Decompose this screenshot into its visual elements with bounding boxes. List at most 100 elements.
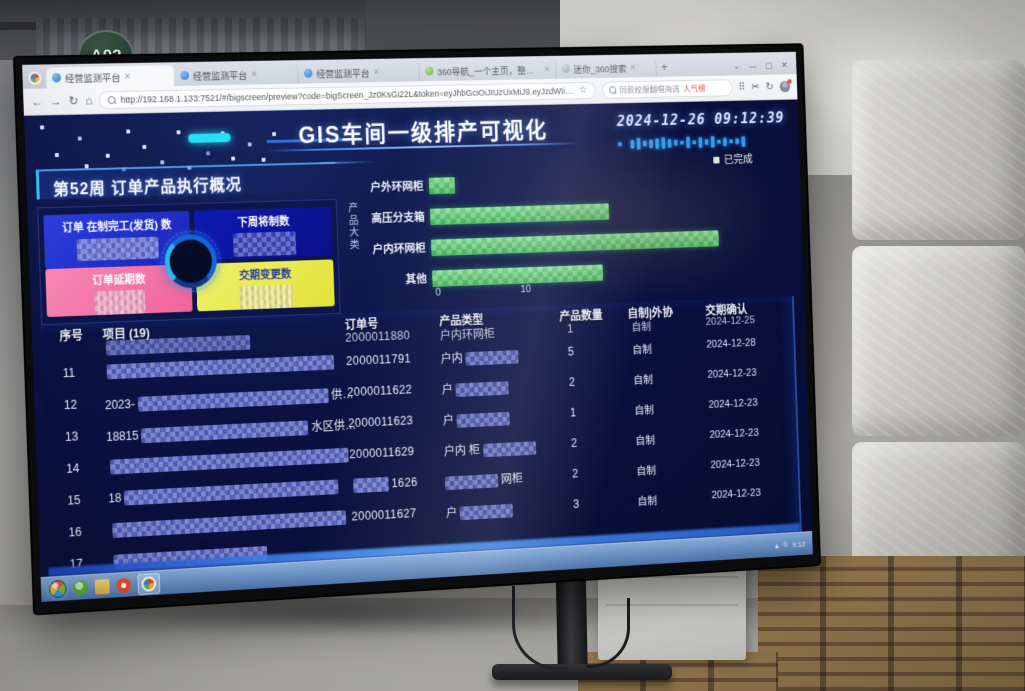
legend-label: 已完成 bbox=[724, 151, 753, 167]
make-type: 自制 bbox=[636, 460, 698, 478]
confirm-date: 2024-12-23 bbox=[710, 455, 794, 471]
tab-close-icon[interactable]: ✕ bbox=[124, 72, 131, 81]
history-redo-icon[interactable]: ↻ bbox=[765, 82, 773, 92]
product-qty: 2 bbox=[571, 434, 625, 450]
tray-up-icon[interactable]: ▴ bbox=[775, 541, 779, 550]
tv-screen: 经营监测平台 ✕ 经营监测平台 ✕ 经营监测平台 ✕ 360导航_一个主页，整个… bbox=[22, 52, 813, 602]
project-name: 2023-供… bbox=[105, 386, 344, 414]
home-icon[interactable]: ⌂ bbox=[85, 94, 93, 106]
censored-order-prefix bbox=[353, 477, 389, 493]
browser-tab-4[interactable]: 360导航_一个主页，整个世界 ✕ bbox=[419, 59, 556, 82]
minimize-button[interactable]: — bbox=[748, 61, 756, 71]
censored-type bbox=[483, 441, 536, 457]
tab-title: 迷你_360搜索 bbox=[573, 61, 626, 75]
stat-value-censored bbox=[94, 290, 145, 316]
product-bar-chart: 已完成 产品大类 户外环网柜 高压分支箱 户内环网柜 bbox=[343, 147, 794, 310]
col-header-project: 项目 (19) bbox=[102, 324, 150, 343]
browser-tab-1[interactable]: 经营监测平台 ✕ bbox=[46, 65, 175, 88]
site-search-icon bbox=[108, 96, 116, 104]
row-index: 14 bbox=[66, 460, 102, 476]
tab-title: 经营监测平台 bbox=[65, 70, 121, 85]
bar-outdoor-ring-cabinet bbox=[429, 177, 455, 194]
orders-table: 2000011880 户内环网柜 1 自制 2024-12-25 序号 项目 (… bbox=[39, 296, 801, 576]
confirm-date: 2024-12-23 bbox=[708, 396, 792, 411]
wrapped-unit bbox=[852, 60, 1025, 240]
dropdown-caret-icon[interactable]: ⌄ bbox=[733, 61, 740, 71]
dashboard: GIS车间一级排产可视化 2024-12-26 09:12:39 第52周 订单… bbox=[24, 100, 812, 578]
new-tab-button[interactable]: + bbox=[656, 61, 672, 75]
bookmark-star-icon[interactable]: ☆ bbox=[579, 86, 587, 96]
confirm-date: 2024-12-23 bbox=[711, 485, 795, 501]
chart-legend: 已完成 bbox=[713, 151, 753, 167]
product-type: 网柜 bbox=[445, 468, 559, 490]
confirm-date: 2024-12-23 bbox=[707, 366, 791, 381]
product-qty: 2 bbox=[569, 373, 623, 389]
chart-row: 户外环网柜 bbox=[356, 174, 455, 198]
col-header-order: 订单号 bbox=[345, 315, 379, 333]
make-type: 自制 bbox=[632, 340, 694, 358]
make-type: 自制 bbox=[634, 400, 696, 418]
col-header-type: 产品类型 bbox=[439, 311, 484, 329]
censored-project bbox=[138, 389, 329, 412]
order-number: 2000011627 bbox=[351, 505, 444, 524]
product-qty: 3 bbox=[573, 495, 627, 511]
tab-favicon bbox=[425, 67, 434, 76]
stat-value-censored bbox=[77, 237, 159, 261]
gauge-ring-decoration bbox=[164, 234, 218, 289]
tab-favicon bbox=[180, 71, 189, 80]
close-window-button[interactable]: ✕ bbox=[781, 60, 788, 70]
folder-icon[interactable] bbox=[95, 578, 110, 594]
browser-tab-5[interactable]: 迷你_360搜索 ✕ bbox=[556, 57, 657, 79]
tab-title: 经营监测平台 bbox=[316, 65, 370, 80]
browser-tab-2[interactable]: 经营监测平台 ✕ bbox=[174, 63, 298, 86]
forward-icon[interactable]: → bbox=[50, 95, 62, 107]
browser-tab-3[interactable]: 经营监测平台 ✕ bbox=[298, 61, 420, 84]
profile-avatar-icon[interactable] bbox=[780, 81, 791, 92]
system-tray: ▴ ⛗ 9:12 bbox=[775, 539, 806, 550]
hot-search-tag: 人气榜 bbox=[683, 83, 706, 95]
tv-stand-base bbox=[492, 664, 672, 680]
product-type: 户 bbox=[446, 498, 560, 521]
start-button-icon[interactable] bbox=[49, 580, 67, 599]
stat-label: 订单 在制完工(发货) 数 bbox=[43, 216, 189, 236]
tray-network-icon[interactable]: ⛗ bbox=[782, 540, 788, 550]
bar-hv-branch-box bbox=[430, 203, 609, 225]
project-name bbox=[109, 510, 348, 538]
refresh-icon[interactable]: ↻ bbox=[68, 95, 78, 107]
censored-project bbox=[112, 511, 346, 539]
maximize-button[interactable]: ▢ bbox=[765, 61, 773, 71]
tab-close-icon[interactable]: ✕ bbox=[630, 63, 636, 72]
category-label: 其他 bbox=[360, 271, 433, 289]
wrapped-pallet-stack bbox=[852, 60, 1025, 610]
x-tick-10: 10 bbox=[520, 283, 531, 295]
make-type: 自制 bbox=[633, 370, 695, 388]
product-qty: 5 bbox=[568, 343, 622, 359]
360-safe-browser-icon[interactable] bbox=[73, 580, 88, 596]
censored-project bbox=[110, 448, 349, 475]
360-browser-icon bbox=[141, 576, 156, 592]
url-text: http://192.168.1.133:7521/#/bigscreen/pr… bbox=[120, 86, 574, 105]
active-app-slot[interactable] bbox=[137, 572, 160, 594]
tab-close-icon[interactable]: ✕ bbox=[373, 68, 380, 77]
snapshot-scissors-icon[interactable]: ✂ bbox=[751, 82, 759, 92]
apps-grid-icon[interactable]: ⠿ bbox=[738, 82, 745, 92]
tab-close-icon[interactable]: ✕ bbox=[251, 70, 258, 79]
project-name: 18 bbox=[108, 479, 347, 507]
tab-favicon bbox=[562, 64, 570, 73]
search-icon bbox=[609, 86, 616, 94]
tab-close-icon[interactable]: ✕ bbox=[544, 65, 550, 74]
category-label: 高压分支箱 bbox=[358, 209, 431, 227]
x-tick-0: 0 bbox=[435, 287, 441, 299]
media-player-icon[interactable] bbox=[116, 577, 131, 593]
wrapped-unit bbox=[852, 246, 1025, 436]
category-label: 户外环网柜 bbox=[357, 178, 430, 196]
bar-indoor-ring-cabinet bbox=[431, 230, 719, 256]
back-icon[interactable]: ← bbox=[31, 95, 43, 107]
product-qty: 1 bbox=[570, 404, 624, 420]
tv-display: 经营监测平台 ✕ 经营监测平台 ✕ 经营监测平台 ✕ 360导航_一个主页，整个… bbox=[13, 43, 821, 615]
dashboard-clock: 2024-12-26 09:12:39 bbox=[617, 109, 785, 130]
window-controls: ⌄ — ▢ ✕ bbox=[733, 60, 793, 75]
panel-title: 第52周 订单产品执行概况 bbox=[36, 162, 337, 200]
row-index: 16 bbox=[68, 524, 104, 540]
hot-search-box[interactable]: 同款校服翻唱海选 人气榜 bbox=[601, 79, 732, 99]
